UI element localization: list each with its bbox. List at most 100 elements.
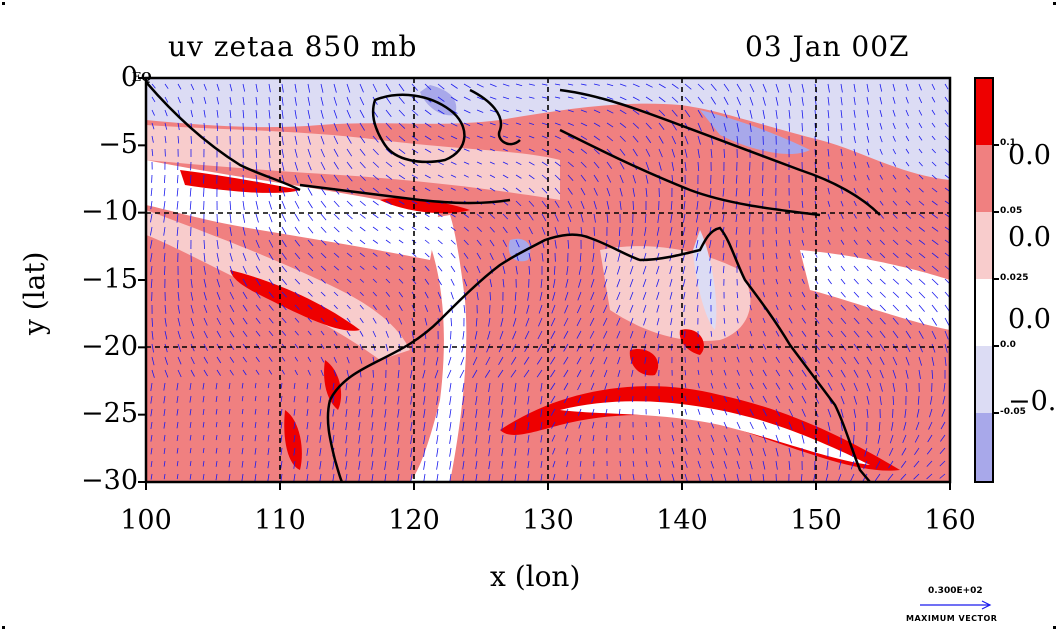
wind-vector <box>696 291 699 300</box>
wind-vector <box>472 369 478 378</box>
wind-vector <box>644 356 647 364</box>
wind-vector <box>550 408 556 416</box>
wind-vector <box>488 395 491 405</box>
wind-vector <box>241 382 244 389</box>
wind-vector <box>177 330 181 340</box>
wind-vector <box>918 174 924 180</box>
wind-vector <box>242 304 248 312</box>
wind-vector <box>554 174 561 181</box>
wind-vector <box>307 239 314 247</box>
wind-vector <box>346 83 351 93</box>
wind-vector <box>710 343 713 350</box>
wind-vector <box>631 369 634 377</box>
wind-vector <box>840 161 843 169</box>
wind-vector <box>928 421 933 430</box>
wind-vector <box>254 460 257 468</box>
wind-vector <box>736 434 741 443</box>
wind-vector <box>669 278 673 287</box>
wind-vector <box>410 447 413 457</box>
wind-vector <box>926 460 933 467</box>
wind-vector <box>850 460 855 470</box>
wind-vector <box>450 96 458 102</box>
wind-vector <box>603 291 608 301</box>
wind-vector <box>605 421 608 429</box>
wind-vector <box>617 369 621 378</box>
wind-vector <box>410 369 413 379</box>
wind-vector <box>307 252 314 259</box>
wind-vector <box>563 395 569 404</box>
wind-vector <box>229 200 232 211</box>
wind-vector <box>384 434 387 444</box>
wind-vector <box>563 369 569 378</box>
wind-vector <box>411 122 419 129</box>
wind-vector <box>671 122 677 131</box>
wind-vector <box>189 447 192 454</box>
wind-vector <box>736 122 740 132</box>
wind-vector <box>398 239 404 244</box>
wind-vector <box>177 122 180 131</box>
wind-vector <box>589 330 595 339</box>
tick-marks <box>138 77 951 490</box>
wind-vector <box>749 421 754 430</box>
wind-vector <box>216 369 221 376</box>
wind-vector <box>267 447 270 455</box>
coastline-australia <box>328 226 871 482</box>
wind-vector <box>788 369 794 377</box>
wind-vector <box>723 369 727 376</box>
y-tick-label: −15 <box>81 264 138 295</box>
wind-vector <box>319 395 322 403</box>
wind-vector <box>523 356 530 365</box>
wind-vector <box>642 291 647 300</box>
wind-vector <box>164 330 168 340</box>
wind-vector <box>749 96 754 106</box>
wind-vector <box>918 239 926 245</box>
wind-vector <box>901 447 907 456</box>
wind-vector <box>645 122 652 130</box>
wind-vector <box>151 317 153 327</box>
wind-vector <box>333 161 339 170</box>
wind-vector <box>697 304 699 312</box>
wind-vector <box>879 148 883 155</box>
wind-vector <box>437 109 445 115</box>
wind-vector <box>398 278 404 284</box>
wind-vector <box>384 447 387 457</box>
wind-vector <box>541 174 548 180</box>
wind-vector <box>853 252 859 259</box>
wind-vector <box>215 421 218 428</box>
wind-vector <box>423 460 426 470</box>
wind-vector <box>229 265 234 275</box>
wind-vector <box>488 447 491 457</box>
wind-vector <box>853 434 855 445</box>
wind-vector <box>749 304 752 311</box>
wind-vector <box>592 447 595 454</box>
wind-vector <box>671 473 675 482</box>
wind-vector <box>398 265 404 271</box>
wind-vector <box>903 421 907 431</box>
wind-vector <box>177 135 180 144</box>
wind-vectors <box>150 83 950 482</box>
wind-vector <box>320 239 327 246</box>
wind-vector <box>709 278 712 287</box>
wind-vector <box>449 343 452 353</box>
wind-vector <box>632 109 640 115</box>
wind-vector <box>398 83 405 92</box>
wind-vector <box>892 304 899 312</box>
wind-vector <box>887 473 894 481</box>
wind-vector <box>697 135 701 145</box>
wind-vector <box>567 135 575 140</box>
wind-vector <box>814 460 816 471</box>
wind-vector <box>606 109 614 114</box>
wind-vector <box>501 434 504 444</box>
wind-vector <box>696 265 699 274</box>
wind-vector <box>827 434 830 444</box>
map-time: 03 Jan 00Z <box>745 30 910 63</box>
corner-mark <box>2 626 5 629</box>
wind-vector <box>359 109 365 118</box>
wind-vector <box>697 447 701 455</box>
wind-vector <box>775 434 780 444</box>
wind-vector <box>801 356 807 364</box>
wind-vector <box>840 135 843 144</box>
wind-vector <box>514 460 517 469</box>
wind-vector <box>788 83 792 93</box>
